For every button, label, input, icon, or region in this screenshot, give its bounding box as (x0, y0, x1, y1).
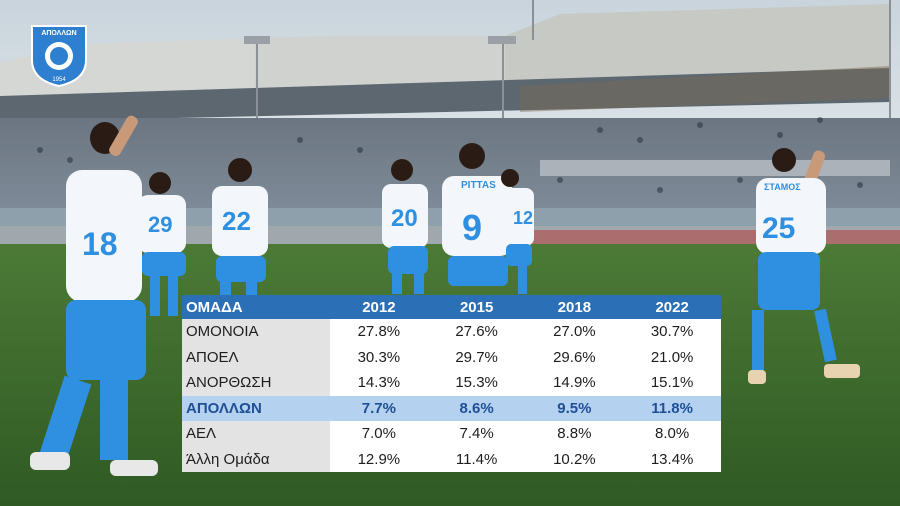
header-2022: 2022 (623, 295, 721, 319)
value-cell: 8.8% (525, 421, 624, 447)
team-name: ΑΠΟΕΛ (182, 344, 330, 370)
value-cell: 14.3% (330, 370, 428, 396)
header-team: ΟΜΑΔΑ (182, 295, 330, 319)
value-cell: 7.0% (330, 421, 428, 447)
club-crest: ΑΠΟΛΛΩΝ 1954 (31, 25, 87, 88)
header-2018: 2018 (525, 295, 624, 319)
player-9: PITTAS 9 (442, 143, 512, 286)
value-cell: 21.0% (623, 344, 721, 370)
header-2012: 2012 (330, 295, 428, 319)
value-cell: 27.6% (427, 319, 526, 345)
value-cell: 13.4% (623, 446, 721, 472)
player-12: 12 (501, 169, 534, 294)
table-header-row: ΟΜΑΔΑ 2012 2015 2018 2022 (182, 295, 721, 319)
team-name: ΑΠΟΛΛΩΝ (182, 395, 330, 421)
player-25: ΣΤΑΜΟΣ 25 (748, 148, 860, 384)
value-cell: 15.1% (623, 370, 721, 396)
value-cell: 27.8% (330, 319, 428, 345)
table-row-apoel: ΑΠΟΕΛ 30.3% 29.7% 29.6% 21.0% (182, 344, 721, 370)
player-29: 29 (138, 172, 186, 316)
table-row-apollon-highlighted: ΑΠΟΛΛΩΝ 7.7% 8.6% 9.5% 11.8% (182, 395, 721, 421)
value-cell: 7.7% (330, 395, 428, 421)
value-cell: 8.0% (623, 421, 721, 447)
player-20: 20 (382, 159, 428, 294)
value-cell: 27.0% (525, 319, 624, 345)
table-row-anorthosis: ΑΝΟΡΘΩΣΗ 14.3% 15.3% 14.9% 15.1% (182, 370, 721, 396)
team-name: ΑΕΛ (182, 421, 330, 447)
value-cell: 12.9% (330, 446, 428, 472)
fan-share-table: ΟΜΑΔΑ 2012 2015 2018 2022 ΟΜΟΝΟΙΑ 27.8% … (182, 295, 721, 472)
value-cell: 29.7% (427, 344, 526, 370)
table-row-omonoia: ΟΜΟΝΟΙΑ 27.8% 27.6% 27.0% 30.7% (182, 319, 721, 345)
table-row-ael: ΑΕΛ 7.0% 7.4% 8.8% 8.0% (182, 421, 721, 447)
value-cell: 10.2% (525, 446, 624, 472)
team-name: Άλλη Ομάδα (182, 446, 330, 472)
svg-text:29: 29 (148, 212, 172, 237)
table-row-other-team: Άλλη Ομάδα 12.9% 11.4% 10.2% 13.4% (182, 446, 721, 472)
value-cell: 8.6% (427, 395, 526, 421)
stand-balcony (540, 160, 890, 176)
value-cell: 29.6% (525, 344, 624, 370)
value-cell: 9.5% (525, 395, 624, 421)
team-name: ΑΝΟΡΘΩΣΗ (182, 370, 330, 396)
svg-text:22: 22 (222, 206, 251, 236)
header-2015: 2015 (427, 295, 526, 319)
value-cell: 11.8% (623, 395, 721, 421)
value-cell: 11.4% (427, 446, 526, 472)
value-cell: 30.7% (623, 319, 721, 345)
crest-year: 1954 (52, 77, 66, 83)
team-name: ΟΜΟΝΟΙΑ (182, 319, 330, 345)
svg-text:25: 25 (762, 212, 795, 245)
svg-text:12: 12 (513, 208, 533, 228)
player-22: 22 (212, 158, 268, 296)
value-cell: 7.4% (427, 421, 526, 447)
svg-text:18: 18 (82, 226, 118, 262)
jersey-name-stamos: ΣΤΑΜΟΣ (764, 182, 801, 192)
jersey-name-pittas: PITTAS (461, 180, 496, 191)
svg-text:9: 9 (462, 207, 482, 248)
value-cell: 30.3% (330, 344, 428, 370)
crest-text: ΑΠΟΛΛΩΝ (41, 30, 76, 37)
svg-text:20: 20 (391, 205, 418, 232)
player-18: 18 (30, 115, 158, 476)
value-cell: 15.3% (427, 370, 526, 396)
stand-roof (0, 4, 890, 122)
value-cell: 14.9% (525, 370, 624, 396)
